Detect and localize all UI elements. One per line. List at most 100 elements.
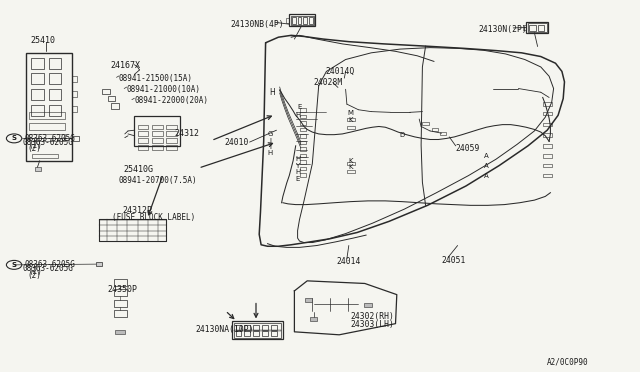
Bar	[166, 131, 177, 136]
Text: H: H	[268, 150, 273, 156]
Bar	[262, 331, 268, 336]
Text: 24312P: 24312P	[123, 206, 153, 215]
Text: A: A	[484, 153, 489, 159]
Bar	[300, 154, 306, 157]
Text: 24014Q: 24014Q	[325, 67, 355, 76]
Bar	[31, 89, 44, 100]
Bar	[31, 73, 44, 84]
Bar	[347, 126, 355, 129]
Bar	[309, 17, 313, 24]
Text: (2): (2)	[29, 267, 43, 276]
Text: M: M	[348, 110, 354, 116]
Text: H: H	[295, 169, 300, 175]
Bar	[347, 170, 355, 173]
Bar	[300, 173, 306, 177]
Bar	[236, 325, 241, 330]
Bar	[303, 17, 307, 24]
Bar	[166, 145, 177, 150]
Bar	[286, 18, 289, 23]
Text: S: S	[12, 262, 17, 268]
Bar	[138, 125, 148, 129]
Bar	[244, 331, 250, 336]
Bar	[234, 330, 281, 331]
Bar	[291, 16, 314, 25]
Bar	[543, 123, 552, 126]
Bar	[99, 219, 166, 241]
Bar	[72, 136, 79, 141]
Bar	[152, 138, 163, 143]
Bar	[49, 58, 61, 69]
Bar	[138, 138, 148, 143]
Bar	[166, 138, 177, 143]
Text: 08941-22000(20A): 08941-22000(20A)	[134, 96, 209, 105]
Bar	[440, 132, 446, 135]
Bar	[72, 91, 77, 97]
Bar	[422, 122, 429, 125]
Bar	[115, 330, 125, 334]
Bar	[236, 331, 241, 336]
Bar	[543, 154, 552, 158]
Bar	[300, 134, 306, 138]
Bar	[29, 134, 65, 141]
Bar	[298, 17, 301, 24]
Bar	[244, 325, 250, 330]
Text: (2): (2)	[29, 141, 43, 150]
Bar	[102, 89, 110, 94]
Bar	[262, 325, 268, 330]
Text: K: K	[348, 158, 353, 164]
Text: 24302(RH): 24302(RH)	[351, 312, 395, 321]
Text: 24014: 24014	[336, 257, 360, 266]
Bar	[72, 76, 77, 82]
Text: A2/0C0P90: A2/0C0P90	[547, 357, 589, 366]
Text: G: G	[268, 131, 273, 137]
Bar	[114, 310, 127, 317]
Text: (2): (2)	[27, 271, 41, 280]
Text: 24010: 24010	[224, 138, 248, 147]
Bar	[108, 96, 115, 101]
Bar	[35, 167, 41, 171]
Text: 24130NB(4P): 24130NB(4P)	[230, 20, 284, 29]
Bar	[49, 73, 61, 84]
Text: A: A	[484, 173, 489, 179]
Bar	[114, 289, 127, 296]
Text: 24350P: 24350P	[108, 285, 138, 294]
Text: E: E	[298, 104, 301, 110]
Bar	[292, 17, 296, 24]
Text: (2): (2)	[27, 144, 41, 153]
Bar	[114, 279, 127, 286]
Bar	[523, 25, 526, 30]
Bar	[234, 323, 281, 338]
Text: H: H	[295, 156, 300, 162]
Text: 24303(LH): 24303(LH)	[351, 320, 395, 329]
Text: 24028M: 24028M	[314, 78, 343, 87]
Bar	[232, 321, 283, 339]
Text: 08941-20700(7.5A): 08941-20700(7.5A)	[118, 176, 197, 185]
Bar	[134, 116, 180, 146]
Bar	[543, 102, 552, 106]
Bar	[310, 317, 317, 321]
Text: 25410G: 25410G	[124, 165, 154, 174]
Text: H: H	[269, 88, 275, 97]
Bar	[29, 123, 65, 130]
Bar	[72, 106, 77, 112]
Text: A: A	[484, 163, 489, 169]
Bar	[300, 115, 306, 118]
Bar	[271, 325, 277, 330]
Bar	[543, 174, 552, 177]
Bar	[111, 103, 119, 109]
Bar	[152, 125, 163, 129]
Text: 08363-6205G: 08363-6205G	[22, 264, 73, 273]
Text: 24167X: 24167X	[110, 61, 140, 70]
Bar	[32, 154, 58, 158]
Bar	[432, 128, 438, 131]
Bar	[538, 25, 544, 31]
Text: K: K	[348, 117, 353, 123]
Text: 08941-21000(10A): 08941-21000(10A)	[127, 85, 201, 94]
Bar	[138, 131, 148, 136]
Text: K: K	[348, 164, 353, 170]
Text: 08941-21500(15A): 08941-21500(15A)	[118, 74, 193, 83]
Text: 24051: 24051	[442, 256, 466, 265]
Text: 08363-6205G: 08363-6205G	[24, 260, 75, 269]
Bar	[166, 125, 177, 129]
Text: 24059: 24059	[456, 144, 480, 153]
